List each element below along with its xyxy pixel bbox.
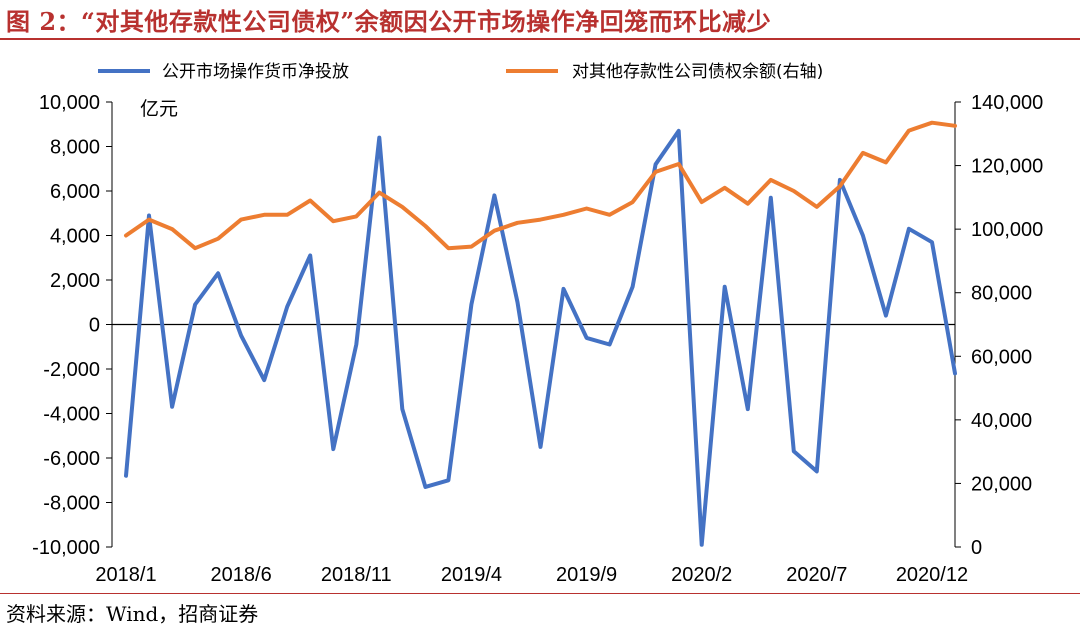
x-tick-label: 2019/9 — [556, 564, 617, 586]
right-tick-label: 0 — [971, 537, 982, 559]
left-tick-label: -4,000 — [43, 404, 100, 426]
left-tick-label: 2,000 — [50, 270, 100, 292]
x-tick-label: 2019/4 — [441, 564, 502, 586]
source-note: 资料来源：Wind，招商证券 — [6, 602, 259, 626]
legend-label: 对其他存款性公司债权余额(右轴) — [572, 62, 823, 82]
left-tick-label: 10,000 — [39, 92, 100, 114]
right-tick-label: 40,000 — [971, 410, 1032, 432]
left-tick-label: 6,000 — [50, 181, 100, 203]
right-tick-label: 80,000 — [971, 283, 1032, 305]
figure-title: 图 2：“对其他存款性公司债权”余额因公开市场操作净回笼而环比减少 — [6, 7, 772, 36]
left-tick-label: -10,000 — [32, 537, 100, 559]
left-tick-label: 4,000 — [50, 226, 100, 248]
unit-label: 亿元 — [140, 98, 178, 120]
legend-label: 公开市场操作货币净投放 — [162, 62, 349, 82]
right-tick-label: 20,000 — [971, 473, 1032, 495]
right-tick-label: 60,000 — [971, 346, 1032, 368]
x-tick-label: 2018/6 — [211, 564, 272, 586]
right-tick-label: 100,000 — [971, 219, 1043, 241]
x-tick-label: 2018/1 — [95, 564, 156, 586]
left-tick-label: -6,000 — [43, 448, 100, 470]
x-tick-label: 2020/7 — [786, 564, 847, 586]
series-claims-balance-line — [124, 120, 957, 251]
footer-rule — [0, 593, 1080, 594]
right-tick-label: 140,000 — [971, 92, 1043, 114]
x-tick-label: 2020/12 — [896, 564, 968, 586]
left-tick-label: -8,000 — [43, 493, 100, 515]
x-tick-label: 2018/11 — [321, 564, 392, 586]
title-rule — [0, 38, 1080, 40]
left-tick-label: -2,000 — [43, 359, 100, 381]
left-tick-label: 0 — [89, 315, 100, 337]
title-bar: 图 2：“对其他存款性公司债权”余额因公开市场操作净回笼而环比减少 — [0, 0, 1080, 38]
right-tick-label: 120,000 — [971, 156, 1043, 178]
left-tick-label: 8,000 — [50, 137, 100, 159]
x-tick-label: 2020/2 — [671, 564, 732, 586]
dual-axis-line-chart: -10,000 -8,000 -6,000 -4,000 -2,000 0 2,000 4,0… — [32, 62, 1043, 586]
